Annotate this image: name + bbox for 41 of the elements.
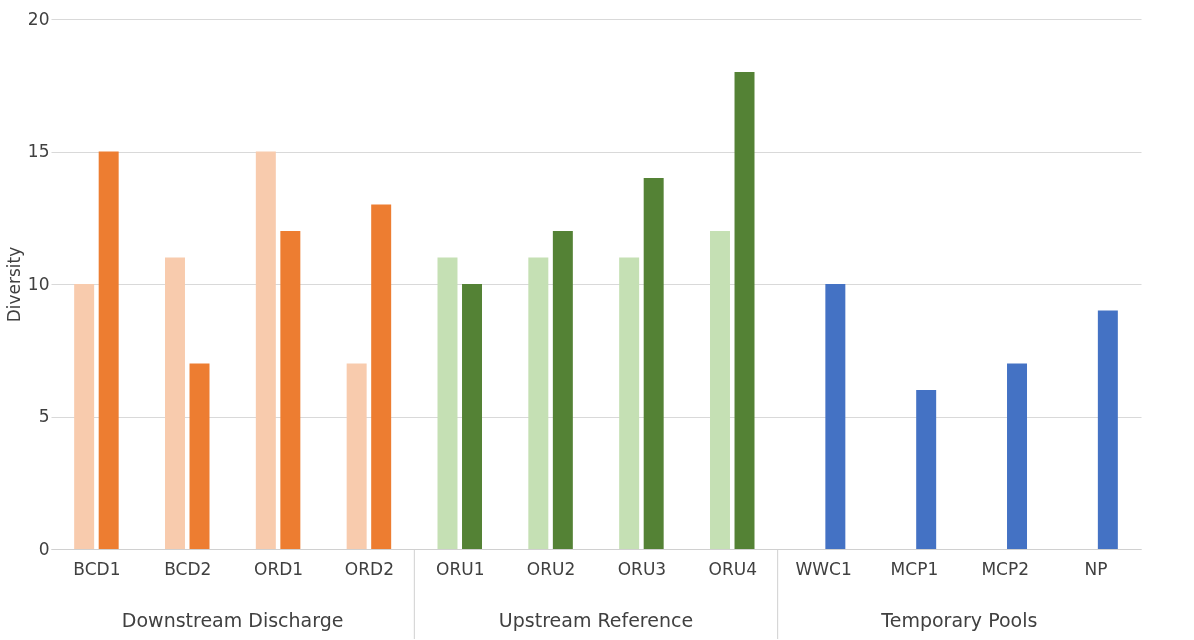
x-tick-label: WWC1 — [795, 558, 852, 579]
x-tick-label: ORD1 — [254, 558, 304, 579]
x-tick-label: ORU4 — [708, 558, 757, 579]
bar — [98, 151, 119, 549]
y-tick-label: 10 — [27, 273, 50, 294]
bar — [710, 231, 730, 549]
bar — [189, 363, 210, 549]
y-axis-title: Diversity — [3, 246, 24, 323]
bar — [462, 284, 482, 549]
x-tick-label: ORD2 — [344, 558, 394, 579]
y-tick-label: 20 — [27, 8, 50, 29]
x-tick-label: ORU1 — [436, 558, 485, 579]
bar — [619, 257, 640, 549]
bar — [643, 178, 664, 549]
bar — [437, 257, 458, 549]
x-tick-label: BCD1 — [73, 558, 121, 579]
bar — [734, 72, 755, 549]
x-tick-label: BCD2 — [164, 558, 212, 579]
x-tick-label: MCP1 — [890, 558, 939, 579]
bar — [280, 231, 301, 549]
x-tick-label: ORU2 — [526, 558, 576, 579]
bar — [165, 257, 185, 549]
text: Temporary Pools — [880, 609, 1038, 631]
bar — [255, 151, 276, 549]
bar — [74, 284, 95, 549]
bar — [552, 231, 573, 549]
x-tick-label: ORU3 — [617, 558, 667, 579]
y-tick-label: 15 — [27, 141, 50, 161]
bar — [371, 204, 392, 549]
bar — [916, 390, 937, 549]
bar — [825, 284, 846, 549]
y-tick-label: 5 — [38, 406, 50, 426]
text: Upstream Reference — [498, 609, 694, 631]
x-tick-label: MCP2 — [981, 558, 1030, 579]
bar — [346, 363, 367, 549]
bar — [1007, 363, 1027, 549]
bar — [1097, 310, 1118, 549]
y-tick-label: 0 — [38, 538, 50, 559]
bar — [528, 257, 549, 549]
text: Downstream Discharge — [121, 609, 344, 631]
x-tick-label: NP — [1084, 558, 1108, 579]
